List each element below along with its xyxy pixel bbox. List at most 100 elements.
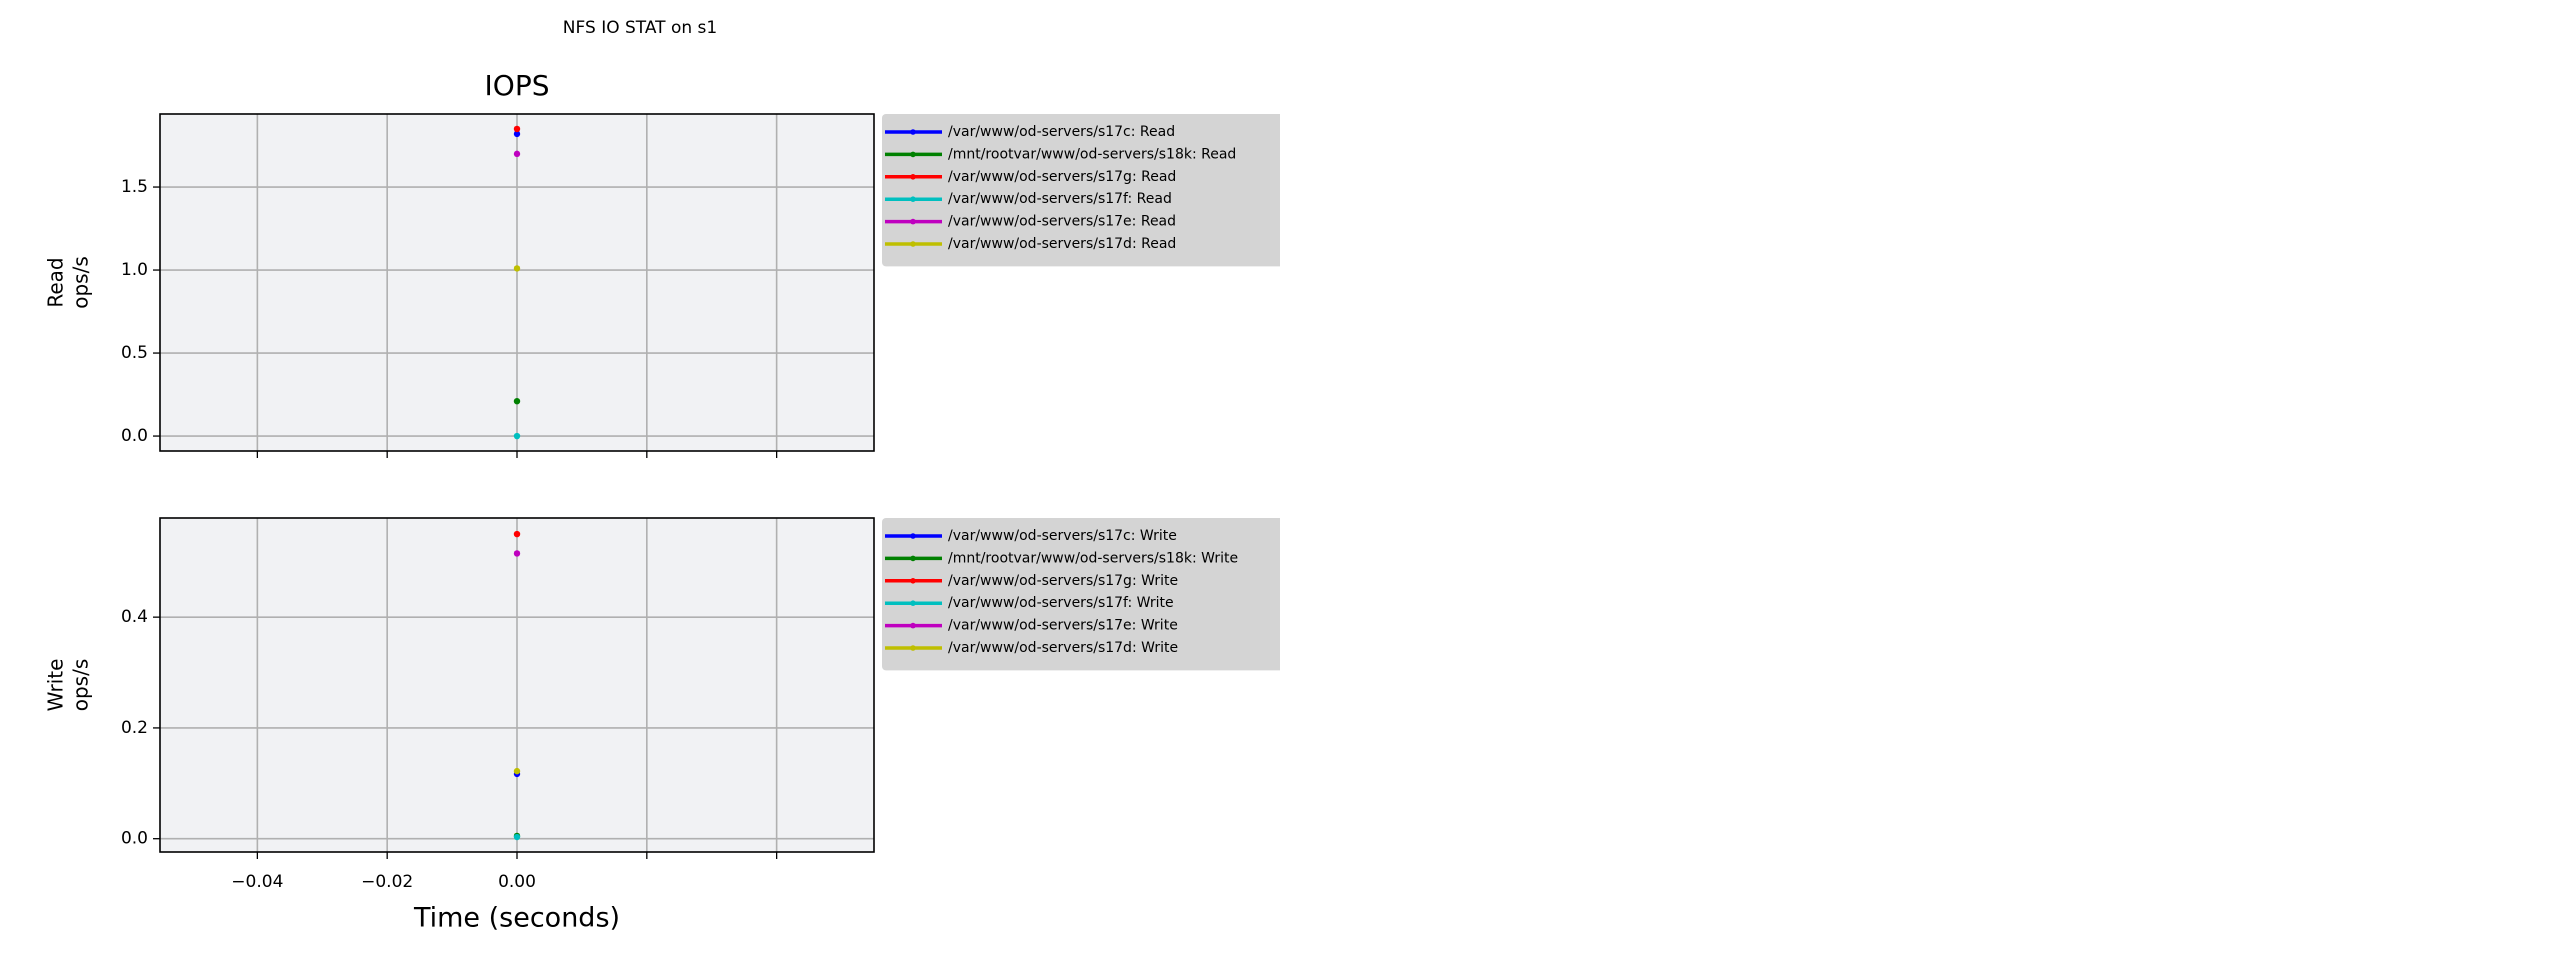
data-point: [513, 397, 521, 405]
legend-marker: [910, 196, 916, 202]
figure-title: NFS IO STAT on s1: [1843, 18, 1997, 38]
data-point: [1794, 265, 1800, 271]
data-point: [1794, 131, 1800, 137]
x-tick-label: −0.04: [1511, 872, 1563, 892]
x-tick-label: −0.02: [361, 872, 413, 892]
data-point: [1794, 531, 1800, 537]
legend-marker: [2190, 556, 2196, 562]
legend-label: /var/www/od-servers/s17d: Write: [948, 640, 1178, 656]
legend-label: /var/www/od-servers/s17d: Write: [2228, 640, 2458, 656]
legend-marker: [910, 151, 916, 158]
data-point: [513, 432, 521, 440]
y-tick-label: 1.5: [1401, 177, 1428, 197]
legend-marker: [2190, 623, 2196, 629]
legend-marker: [2190, 533, 2196, 539]
y-tick-label: 0.2: [1401, 718, 1428, 738]
y-tick-label: 0.5: [1401, 343, 1428, 363]
data-point: [513, 265, 521, 272]
legend-box: [882, 518, 1280, 671]
axes-frame: [159, 517, 875, 853]
legend-marker: [2190, 196, 2196, 202]
axes-frame: [1440, 518, 2154, 852]
x-tick-label: −0.02: [1641, 872, 1693, 892]
data-point: [513, 125, 521, 133]
data-point: [1794, 768, 1800, 774]
legend-marker: [2190, 241, 2196, 247]
y-tick-label: 0.0: [1401, 829, 1428, 849]
legend-marker: [910, 600, 916, 606]
legend-label: /var/www/od-servers/s17f: Read: [948, 191, 1172, 207]
figure-title: NFS IO STAT on s1: [563, 18, 717, 38]
legend-marker: [2190, 645, 2196, 651]
data-point: [513, 130, 521, 138]
plot-area: [1440, 114, 2154, 451]
data-point: [1794, 834, 1800, 840]
y-tick-label: 0.0: [121, 426, 148, 446]
legend-label: /var/www/od-servers/s17e: Write: [2228, 618, 2458, 634]
axes-frame: [159, 113, 875, 452]
data-point: [513, 150, 521, 158]
legend-marker: [910, 645, 916, 651]
data-point: [1794, 550, 1800, 556]
legend-marker: [910, 578, 916, 584]
y-tick-label: 0.5: [121, 343, 148, 363]
x-tick-label: −0.04: [231, 872, 283, 892]
legend-label: /var/www/od-servers/s17g: Read: [2228, 169, 2456, 185]
legend-label: /var/www/od-servers/s17e: Read: [2228, 214, 2456, 230]
data-point: [513, 530, 521, 538]
data-point: [513, 767, 521, 775]
y-tick-label: 0.4: [1401, 607, 1428, 627]
data-point: [1794, 771, 1800, 777]
x-axis-label: Time (seconds): [413, 903, 620, 934]
legend-marker: [2190, 152, 2196, 158]
legend-box: [2162, 114, 2560, 266]
legend-label: /var/www/od-servers/s17c: Write: [948, 528, 1177, 544]
legend-marker: [2190, 219, 2196, 225]
axes-frame: [1440, 114, 2154, 451]
legend-label: /var/www/od-servers/s17c: Read: [2228, 124, 2455, 140]
legend-marker: [2190, 174, 2196, 180]
legend-label: /var/www/od-servers/s17g: Write: [948, 573, 1178, 589]
legend-label: /mnt/rootvar/www/od-servers/s18k: Write: [2228, 550, 2518, 566]
legend-label: /var/www/od-servers/s17e: Read: [948, 214, 1176, 230]
legend-label: /var/www/od-servers/s17g: Write: [2228, 573, 2458, 589]
subplot: −0.04 −0.02 0.00 0.0 0.2 0.4 Write ops/s Time (s…: [1324, 518, 2560, 934]
y-tick-label: 0.2: [121, 718, 148, 738]
legend-marker: [2190, 129, 2196, 135]
subplot: −0.04 −0.02 0.00 0.0 0.2 0.4 Write ops/s Time (s…: [44, 517, 1280, 934]
y-tick-label: 0.4: [121, 607, 148, 627]
legend-label: /var/www/od-servers/s17f: Write: [2228, 595, 2454, 611]
x-tick-label: 0.00: [1778, 872, 1816, 892]
y-tick-label: 1.5: [121, 177, 148, 197]
data-point: [1794, 833, 1800, 839]
legend-label: /mnt/rootvar/www/od-servers/s18k: Read: [2228, 146, 2516, 162]
y-tick-label: 0.0: [121, 829, 148, 849]
legend-box: [2162, 518, 2560, 670]
axes-title: IOPS: [485, 69, 550, 102]
y-axis-label: Read: [44, 257, 68, 307]
legend-marker: [910, 129, 916, 135]
y-axis-label: ops/s: [1349, 659, 1373, 712]
legend-label: /var/www/od-servers/s17d: Read: [2228, 236, 2456, 252]
subplot: NFS IO STAT on s1 IOPS 0.0 0.5 1.0 1.5 Read ops…: [44, 18, 1280, 458]
legend-label: /var/www/od-servers/s17g: Read: [948, 169, 1176, 185]
legend-marker: [910, 533, 916, 539]
data-point: [1794, 433, 1800, 439]
data-point: [1794, 151, 1800, 157]
legend-label: /var/www/od-servers/s17d: Read: [948, 236, 1176, 252]
y-axis-label: ops/s: [1349, 256, 1373, 309]
legend-marker: [910, 218, 916, 225]
legend-marker: [910, 622, 916, 629]
data-point: [513, 550, 521, 557]
data-point: [1794, 398, 1800, 404]
plot-area: [1440, 518, 2154, 852]
y-axis-label: ops/s: [69, 256, 93, 309]
y-tick-label: 1.0: [1401, 260, 1428, 280]
y-axis-label: ops/s: [69, 659, 93, 712]
x-tick-label: 0.00: [498, 872, 536, 892]
legend-marker: [910, 555, 916, 562]
legend-label: /var/www/od-servers/s17f: Write: [948, 595, 1174, 611]
legend-marker: [2190, 600, 2196, 606]
